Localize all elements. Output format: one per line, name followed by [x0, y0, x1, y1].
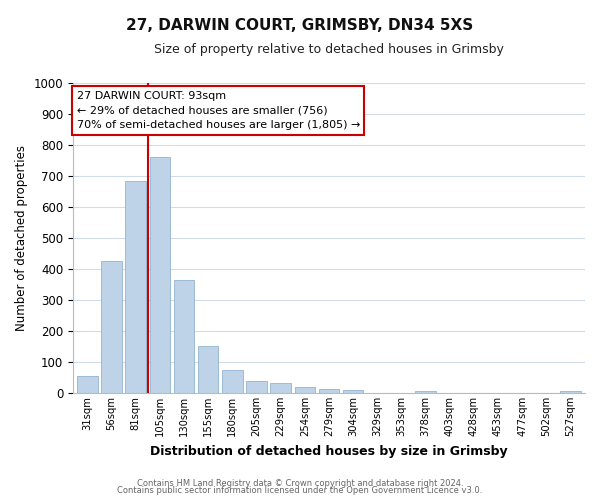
Bar — [125, 180, 146, 393]
Bar — [198, 346, 218, 393]
Bar — [295, 388, 315, 393]
Bar — [271, 383, 291, 393]
X-axis label: Distribution of detached houses by size in Grimsby: Distribution of detached houses by size … — [150, 444, 508, 458]
Bar — [174, 280, 194, 393]
Bar — [149, 158, 170, 393]
Text: 27, DARWIN COURT, GRIMSBY, DN34 5XS: 27, DARWIN COURT, GRIMSBY, DN34 5XS — [127, 18, 473, 32]
Bar — [319, 389, 339, 393]
Bar — [101, 262, 122, 393]
Text: Contains HM Land Registry data © Crown copyright and database right 2024.: Contains HM Land Registry data © Crown c… — [137, 478, 463, 488]
Bar — [415, 392, 436, 393]
Bar — [77, 376, 98, 393]
Text: 27 DARWIN COURT: 93sqm
← 29% of detached houses are smaller (756)
70% of semi-de: 27 DARWIN COURT: 93sqm ← 29% of detached… — [77, 91, 360, 130]
Bar — [560, 390, 581, 393]
Bar — [222, 370, 242, 393]
Bar — [246, 380, 267, 393]
Title: Size of property relative to detached houses in Grimsby: Size of property relative to detached ho… — [154, 42, 504, 56]
Text: Contains public sector information licensed under the Open Government Licence v3: Contains public sector information licen… — [118, 486, 482, 495]
Y-axis label: Number of detached properties: Number of detached properties — [15, 145, 28, 331]
Bar — [343, 390, 364, 393]
